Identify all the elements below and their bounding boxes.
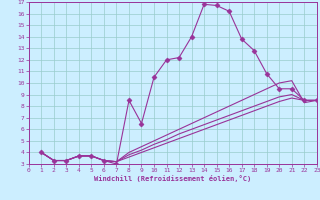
X-axis label: Windchill (Refroidissement éolien,°C): Windchill (Refroidissement éolien,°C) — [94, 175, 252, 182]
